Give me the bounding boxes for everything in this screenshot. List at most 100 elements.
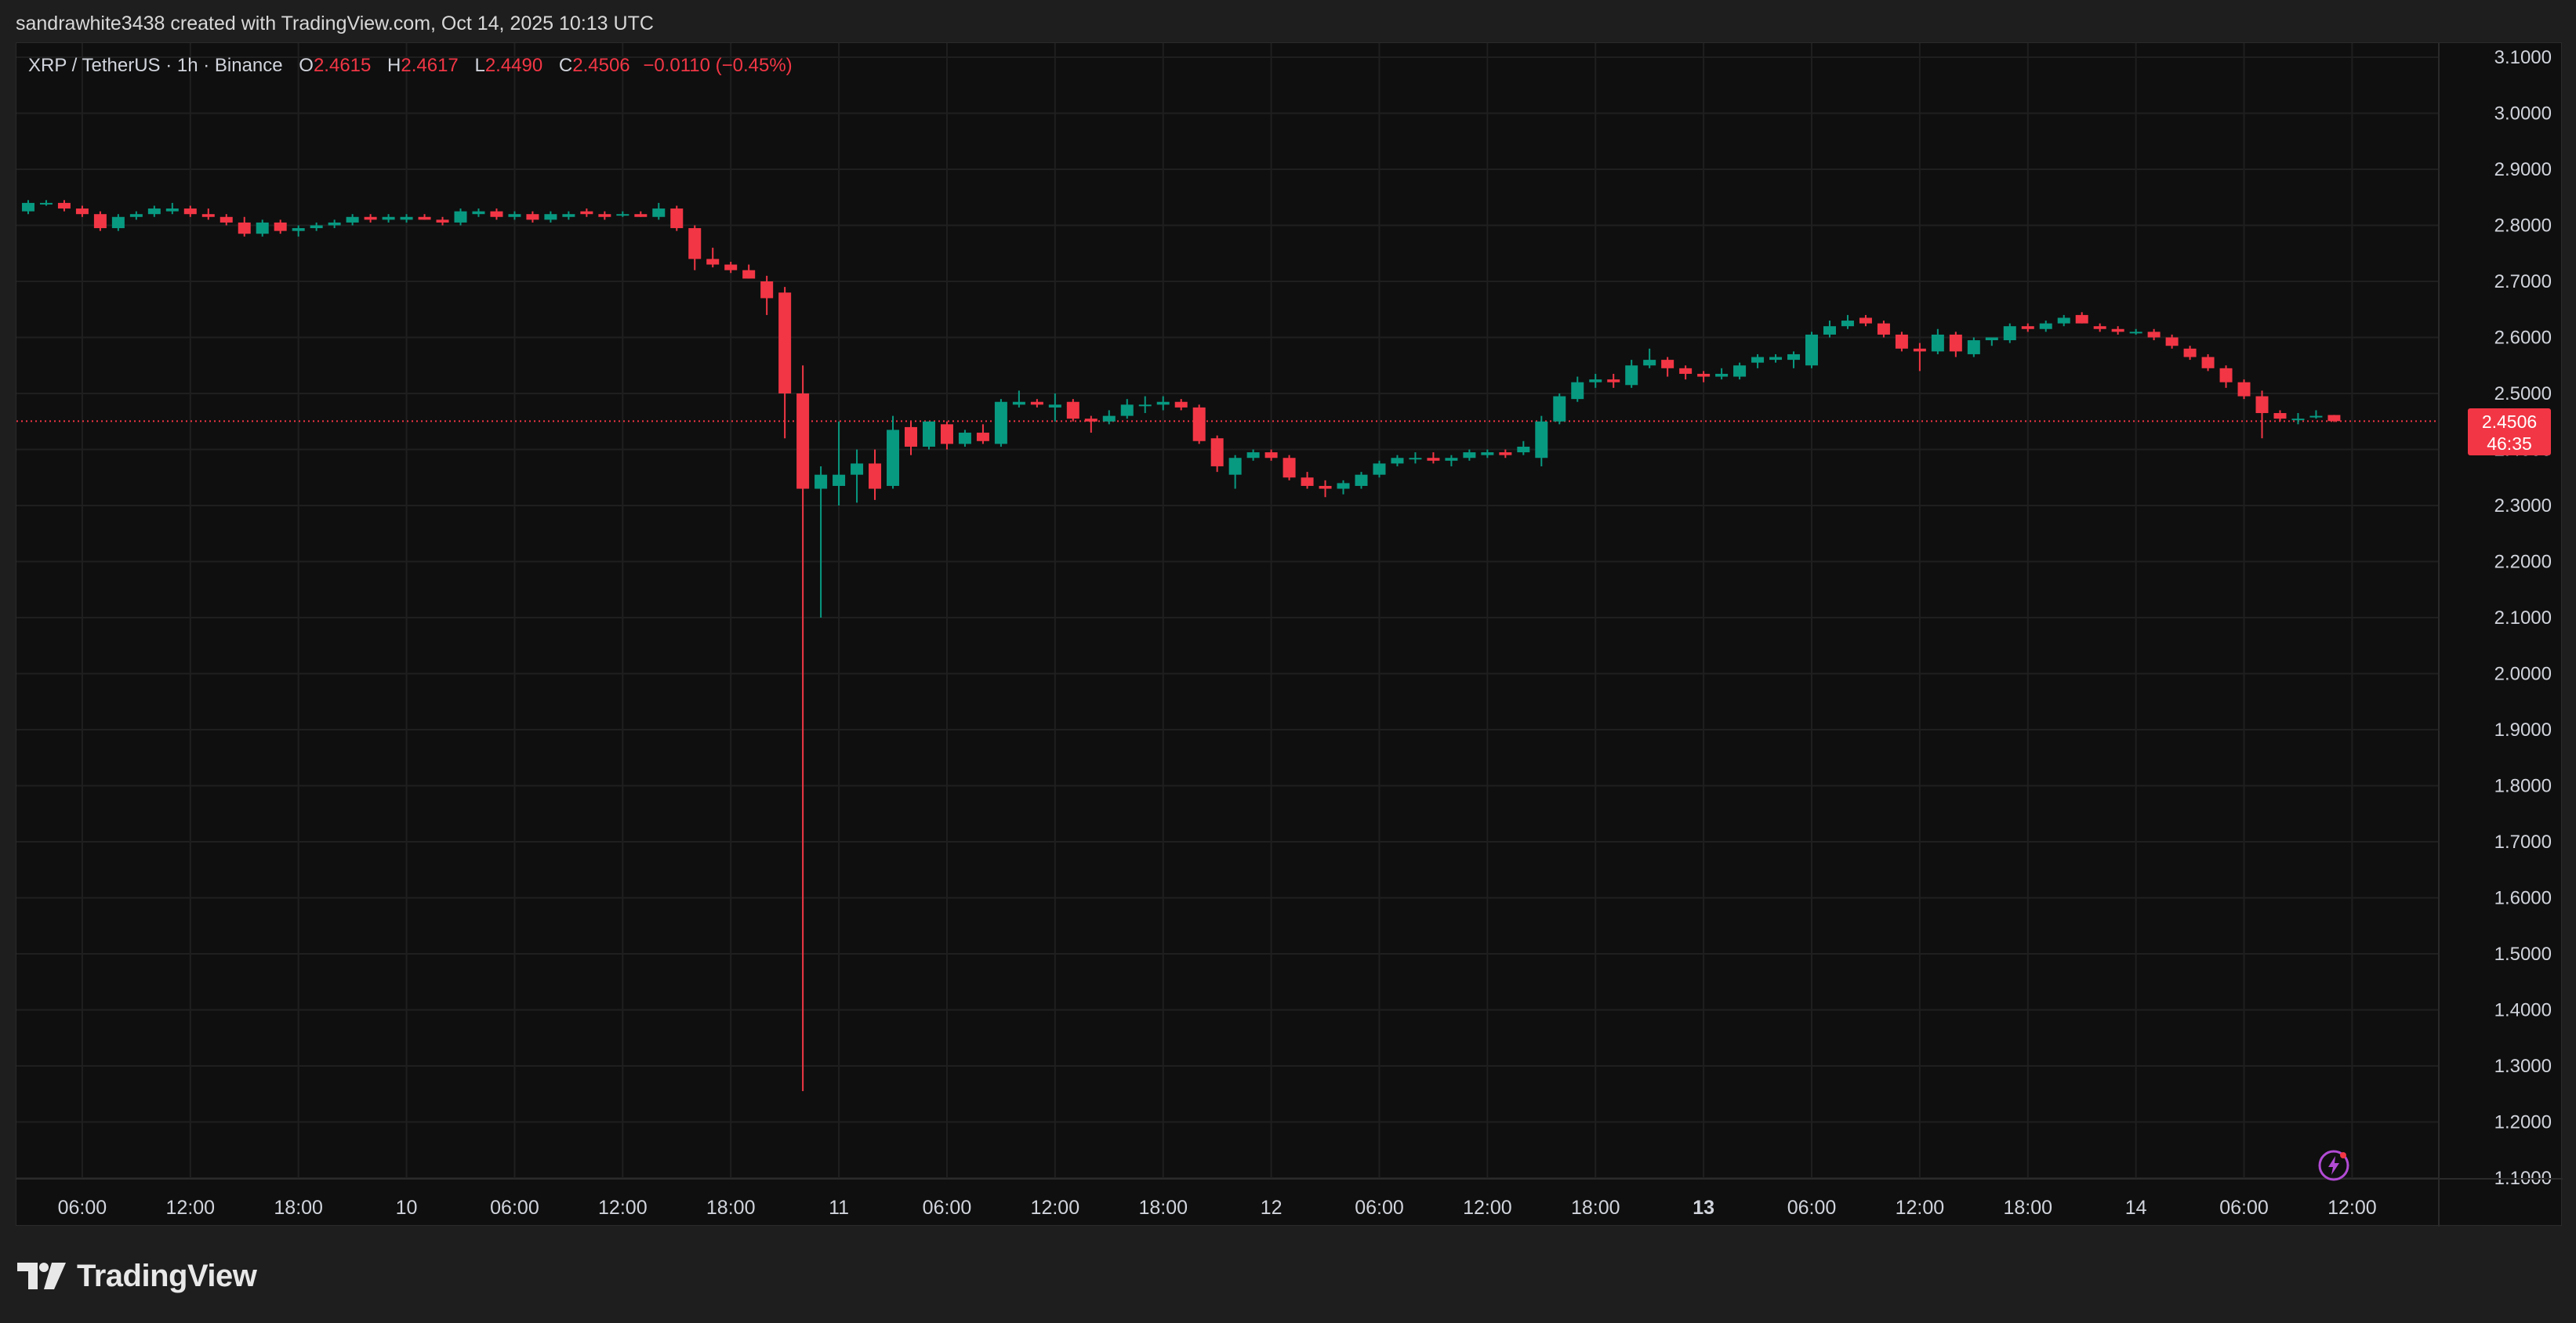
candle-body[interactable] (1769, 357, 1783, 361)
candle-body[interactable] (382, 216, 395, 220)
candle-body[interactable] (2255, 396, 2269, 414)
candle-body[interactable] (544, 214, 557, 220)
candle-body[interactable] (1301, 477, 1314, 486)
candle-body[interactable] (2165, 337, 2179, 346)
candle-body[interactable] (274, 222, 287, 231)
candle-body[interactable] (598, 214, 611, 217)
candle-body[interactable] (940, 424, 953, 444)
candle-body[interactable] (472, 211, 485, 215)
candle-body[interactable] (562, 214, 575, 217)
candle-body[interactable] (1481, 452, 1494, 455)
candle-body[interactable] (1697, 373, 1711, 377)
candle-body[interactable] (2327, 415, 2341, 422)
candle-body[interactable] (922, 421, 935, 447)
candle-body[interactable] (346, 216, 359, 223)
candle-body[interactable] (815, 474, 828, 489)
candle-body[interactable] (833, 474, 846, 486)
symbol-label[interactable]: XRP / TetherUS · 1h · Binance (28, 55, 283, 76)
candle-body[interactable] (183, 208, 197, 215)
candle-body[interactable] (2111, 328, 2124, 332)
candle-body[interactable] (1409, 458, 1422, 460)
candle-body[interactable] (616, 214, 629, 216)
candle-body[interactable] (1661, 360, 1674, 368)
candle-body[interactable] (958, 433, 971, 444)
candle-body[interactable] (328, 222, 341, 226)
candle-body[interactable] (742, 270, 756, 279)
candle-body[interactable] (1012, 401, 1025, 405)
candle-body[interactable] (310, 225, 323, 229)
candle-body[interactable] (1337, 483, 1350, 489)
candle-body[interactable] (508, 214, 521, 217)
candle-body[interactable] (21, 202, 34, 212)
candle-body[interactable] (1228, 458, 1242, 475)
candle-body[interactable] (1895, 334, 1908, 349)
candle-body[interactable] (418, 216, 431, 220)
candlestick-chart[interactable]: 3.1000 3.0000 2.9000 2.8000 2.7000 2.6000 2.50… (16, 43, 2563, 1227)
candle-body[interactable] (905, 426, 917, 447)
candle-body[interactable] (1102, 415, 1116, 422)
candle-body[interactable] (1283, 458, 1296, 478)
candle-body[interactable] (2291, 419, 2305, 421)
candle-body[interactable] (2273, 413, 2287, 419)
candle-body[interactable] (454, 211, 467, 223)
candle-body[interactable] (887, 430, 900, 486)
candle-body[interactable] (1553, 396, 1566, 422)
candle-body[interactable] (796, 393, 810, 489)
candle-body[interactable] (1427, 458, 1440, 461)
candle-body[interactable] (1156, 401, 1170, 405)
candle-body[interactable] (580, 211, 593, 215)
candle-body[interactable] (976, 433, 989, 441)
candle-body[interactable] (1805, 334, 1818, 366)
candle-body[interactable] (1571, 382, 1584, 400)
candle-body[interactable] (1949, 334, 1962, 352)
candle-body[interactable] (2057, 317, 2070, 324)
candle-body[interactable] (724, 264, 738, 270)
candle-body[interactable] (1319, 485, 1332, 489)
candle-body[interactable] (1246, 452, 1260, 459)
candle-body[interactable] (1913, 348, 1926, 352)
candle-body[interactable] (2039, 323, 2052, 329)
candle-body[interactable] (1174, 401, 1188, 408)
candle-body[interactable] (2147, 332, 2161, 338)
candle-body[interactable] (1499, 452, 1512, 455)
candle-body[interactable] (1084, 419, 1098, 422)
candle-body[interactable] (1048, 404, 1061, 408)
candle-body[interactable] (1391, 458, 1404, 464)
candle-body[interactable] (39, 202, 53, 205)
candle-body[interactable] (1373, 463, 1386, 475)
candle-body[interactable] (1733, 365, 1747, 377)
candle-body[interactable] (1679, 368, 1693, 374)
candle-body[interactable] (93, 214, 107, 229)
candle-body[interactable] (129, 214, 143, 217)
candle-body[interactable] (2129, 332, 2142, 334)
candle-body[interactable] (1931, 334, 1944, 352)
candle-body[interactable] (1751, 357, 1765, 363)
candle-body[interactable] (688, 228, 702, 259)
candle-body[interactable] (652, 208, 666, 217)
candle-body[interactable] (760, 281, 774, 299)
candle-body[interactable] (364, 216, 377, 220)
candle-body[interactable] (2021, 326, 2034, 329)
candle-body[interactable] (1625, 365, 1638, 386)
candle-body[interactable] (2309, 415, 2323, 418)
candle-body[interactable] (778, 292, 792, 393)
candle-body[interactable] (75, 208, 89, 215)
candle-body[interactable] (1192, 407, 1206, 441)
candle-body[interactable] (1589, 379, 1602, 382)
candle-body[interactable] (1138, 404, 1152, 407)
candle-body[interactable] (1643, 360, 1656, 366)
candle-body[interactable] (436, 219, 449, 223)
candle-body[interactable] (292, 228, 305, 231)
candle-body[interactable] (490, 211, 503, 217)
candle-body[interactable] (111, 216, 125, 229)
candle-body[interactable] (2201, 357, 2215, 368)
candle-body[interactable] (1030, 401, 1043, 405)
candle-body[interactable] (1877, 323, 1890, 335)
candle-body[interactable] (147, 208, 161, 215)
candle-body[interactable] (1985, 337, 1998, 341)
candle-body[interactable] (851, 463, 864, 475)
candle-body[interactable] (400, 216, 413, 220)
candle-body[interactable] (1264, 452, 1278, 459)
lightning-alert-icon[interactable] (2317, 1148, 2351, 1183)
candle-body[interactable] (670, 208, 684, 229)
